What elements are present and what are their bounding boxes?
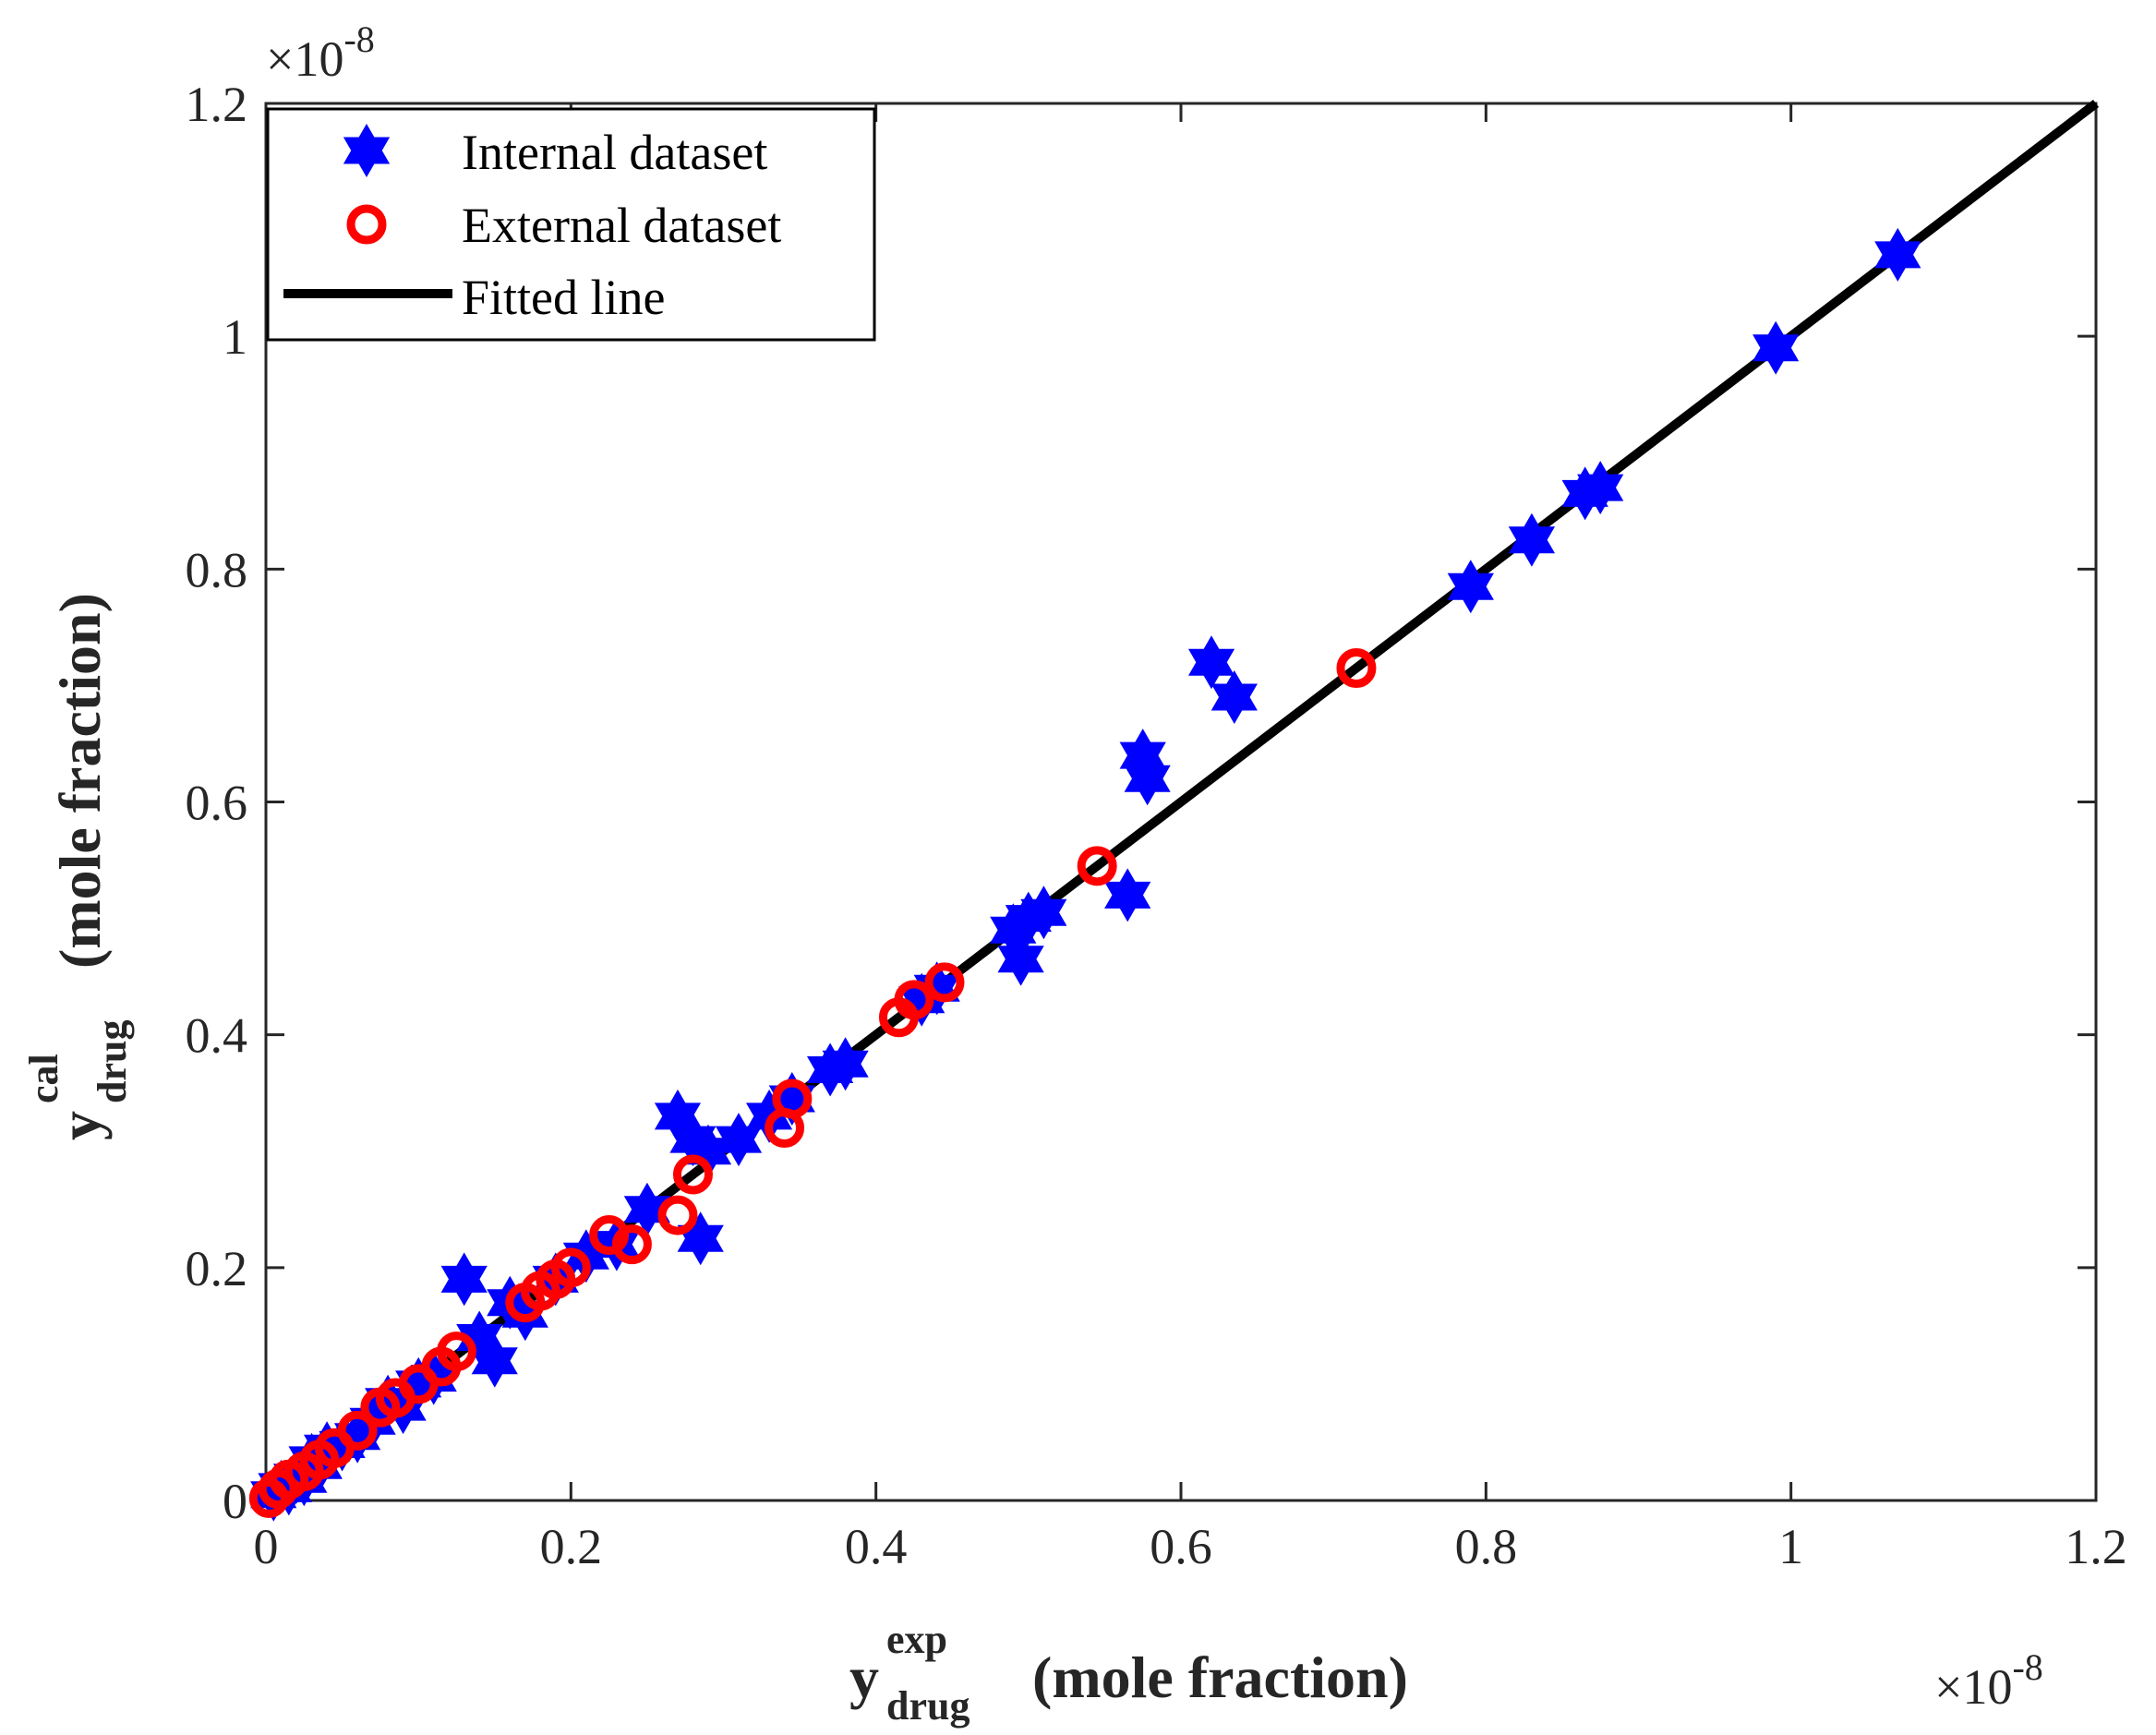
external-data-point: [436, 1331, 476, 1372]
y-tick-labels: 0 0.2 0.4 0.6 0.8 1 1.2: [186, 77, 248, 1529]
y-tick-label: 1: [223, 309, 247, 365]
x-exponent-label: ×10-8: [1934, 1646, 2043, 1715]
y-axis-title-main: y: [47, 1111, 113, 1140]
y-exponent-base: ×10: [266, 31, 343, 87]
x-tick-label: 0.6: [1150, 1519, 1212, 1574]
x-tick-label: 1: [1778, 1519, 1803, 1574]
legend-internal-label: Internal dataset: [462, 125, 767, 180]
internal-data-point: [1187, 635, 1235, 690]
external-dataset-series: [248, 648, 1377, 1518]
internal-data-point: [1104, 868, 1151, 922]
legend-external-marker: [346, 204, 387, 245]
legend-fitted-label: Fitted line: [462, 270, 665, 325]
x-tick-labels: 0 0.2 0.4 0.6 0.8 1 1.2: [254, 1519, 2127, 1574]
external-data-point: [1077, 846, 1117, 886]
internal-data-point: [1210, 670, 1258, 724]
x-tick-label: 1.2: [2065, 1519, 2127, 1574]
x-axis-title-suffix: (mole fraction): [1032, 1645, 1408, 1710]
internal-data-point: [1447, 560, 1494, 614]
legend-external-label: External dataset: [462, 198, 781, 253]
y-exponent-label: ×10-8: [266, 18, 375, 87]
y-exponent-power: -8: [343, 18, 374, 60]
y-tick-label: 0.4: [186, 1008, 248, 1064]
internal-data-point: [1020, 886, 1067, 940]
x-exponent-power: -8: [2012, 1646, 2042, 1688]
x-axis-title-subscript: drug: [886, 1683, 970, 1729]
x-tick-label: 0: [254, 1519, 279, 1574]
y-tick-label: 0: [223, 1474, 247, 1529]
svg-text:y: y: [849, 1645, 879, 1710]
legend-item-fitted: Fitted line: [283, 270, 665, 325]
x-axis-title-superscript: exp: [886, 1617, 947, 1662]
internal-data-point: [471, 1333, 518, 1388]
internal-data-point: [1874, 227, 1921, 282]
x-axis-title-main: y: [849, 1645, 879, 1710]
external-data-point: [550, 1247, 591, 1288]
x-axis-title: y exp drug (mole fraction): [849, 1617, 1408, 1729]
y-tick-label: 0.6: [186, 776, 248, 831]
internal-data-point: [1124, 752, 1171, 806]
external-data-point: [337, 1410, 378, 1451]
internal-data-point: [677, 1211, 724, 1266]
y-axis-title: y cal drug (mole fraction): [21, 593, 135, 1140]
legend-internal-marker: [343, 124, 391, 177]
x-tick-label: 0.2: [540, 1519, 603, 1574]
external-data-point: [1336, 648, 1377, 689]
y-tick-label: 0.2: [186, 1241, 248, 1296]
external-data-point: [924, 962, 965, 1003]
internal-data-point: [1577, 461, 1624, 515]
y-tick-label: 0.8: [186, 542, 248, 597]
external-data-point: [772, 1078, 813, 1119]
external-data-point: [672, 1154, 713, 1195]
internal-data-point: [1508, 512, 1556, 567]
y-axis-title-subscript: drug: [90, 1020, 135, 1103]
internal-data-point: [440, 1252, 488, 1307]
x-tick-label: 0.8: [1455, 1519, 1518, 1574]
legend-hexagram-shape: [343, 124, 391, 177]
y-axis-title-suffix: (mole fraction): [47, 593, 113, 969]
internal-data-point: [822, 1037, 869, 1091]
external-data-point: [894, 980, 934, 1020]
legend: Internal dataset External dataset Fitted…: [266, 107, 876, 342]
internal-data-point: [1753, 320, 1800, 375]
external-data-point: [611, 1224, 652, 1265]
y-tick-label: 1.2: [186, 77, 248, 132]
x-exponent-base: ×10: [1934, 1659, 2012, 1715]
x-tick-label: 0.4: [845, 1519, 908, 1574]
legend-item-internal: Internal dataset: [343, 124, 767, 180]
external-data-point: [657, 1195, 698, 1235]
y-axis-title-superscript: cal: [21, 1054, 66, 1103]
internal-data-point: [997, 932, 1044, 986]
legend-item-external: External dataset: [346, 198, 781, 253]
